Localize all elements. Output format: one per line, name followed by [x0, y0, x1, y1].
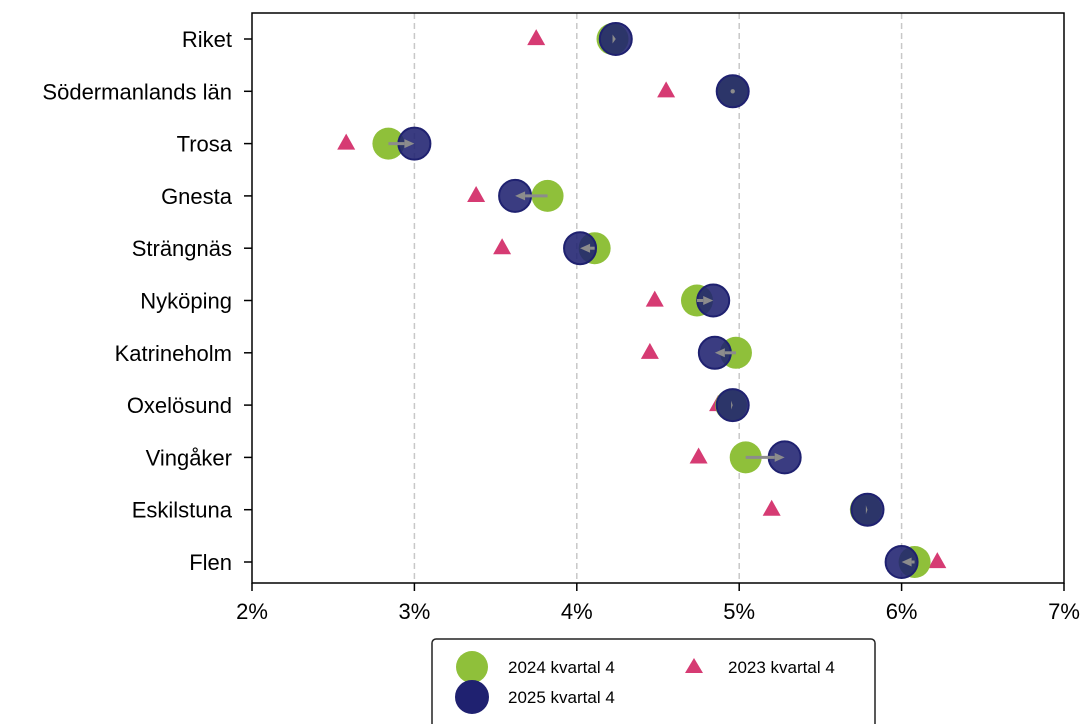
x-tick-label: 5% [723, 599, 755, 624]
legend-entry: 2024 kvartal 4 [456, 651, 615, 683]
change-arrow-head [580, 243, 591, 253]
category-labels: Riket Södermanlands län Trosa Gnesta Strängn… [42, 27, 252, 575]
category-label: Gnesta [161, 184, 233, 209]
change-arrow-dot [730, 89, 735, 94]
x-tick-label: 4% [561, 599, 593, 624]
category-row [467, 178, 564, 213]
point-2023 [928, 552, 947, 569]
change-arrow-head [515, 191, 526, 201]
legend-label: 2023 kvartal 4 [728, 658, 835, 677]
category-row [527, 22, 633, 56]
point-2023 [640, 342, 659, 359]
change-arrow-head [901, 557, 912, 567]
point-2023 [689, 447, 708, 464]
category-label: Trosa [177, 132, 233, 157]
data-points [337, 22, 947, 579]
x-axis-ticks: 2% 3% 4% 5% 6% 7% [236, 583, 1080, 624]
category-label: Nyköping [140, 289, 232, 314]
category-row [337, 126, 432, 161]
legend: 2024 kvartal 4 2023 kvartal 4 2025 kvartal… [431, 638, 876, 724]
category-label: Riket [182, 27, 232, 52]
category-row [689, 440, 802, 475]
category-label: Eskilstuna [132, 498, 233, 523]
gridlines [413, 13, 903, 583]
change-arrow-head [731, 400, 733, 410]
change-arrow-head [865, 505, 868, 515]
change-arrow-head [714, 348, 725, 358]
category-label: Oxelösund [127, 393, 232, 418]
category-label: Flen [189, 550, 232, 575]
category-label: Katrineholm [115, 341, 232, 366]
x-tick-label: 7% [1048, 599, 1080, 624]
category-label: Vingåker [146, 445, 232, 470]
point-2023 [337, 133, 356, 150]
legend-label: 2024 kvartal 4 [508, 658, 615, 677]
change-arrow-head [774, 452, 785, 462]
x-tick-label: 3% [399, 599, 431, 624]
category-label: Södermanlands län [42, 79, 232, 104]
legend-box [431, 638, 876, 724]
point-2023 [527, 29, 546, 46]
category-row [645, 283, 731, 318]
legend-entry: 2023 kvartal 4 [685, 658, 835, 677]
legend-marker [455, 680, 489, 714]
plot-frame [251, 12, 1065, 584]
legend-label: 2025 kvartal 4 [508, 688, 615, 707]
category-row [657, 74, 750, 109]
legend-marker [685, 658, 703, 673]
point-2023 [493, 238, 512, 255]
category-row [762, 492, 885, 527]
x-tick-label: 2% [236, 599, 268, 624]
category-row [709, 388, 750, 423]
change-arrow-head [703, 296, 714, 305]
category-row [493, 231, 611, 266]
x-tick-label: 6% [886, 599, 918, 624]
category-label: Strängnäs [132, 236, 232, 261]
change-arrow-head [612, 34, 616, 44]
category-row [884, 545, 947, 579]
category-row [640, 335, 752, 370]
legend-entry: 2025 kvartal 4 [455, 680, 615, 714]
point-2023 [645, 290, 664, 307]
point-2023 [762, 499, 781, 516]
point-2023 [467, 185, 486, 202]
point-2023 [657, 81, 676, 98]
change-arrow-head [404, 139, 415, 149]
legend-marker [456, 651, 488, 683]
